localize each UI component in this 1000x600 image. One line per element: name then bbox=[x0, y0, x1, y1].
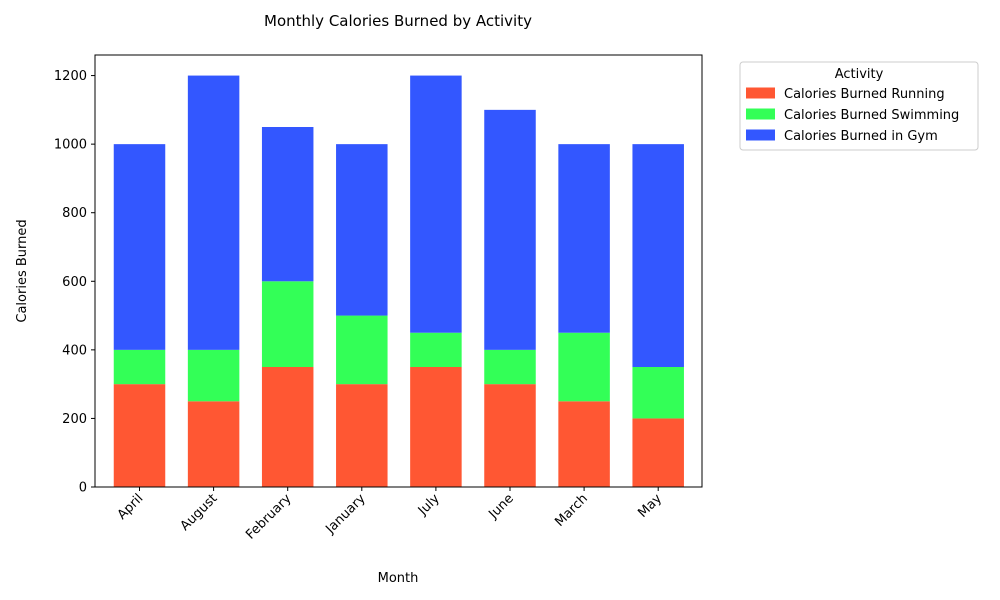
bar-march-series-2 bbox=[558, 332, 610, 402]
bar-may-series-2 bbox=[632, 367, 684, 419]
y-tick-label: 400 bbox=[62, 343, 87, 358]
legend-swatch bbox=[746, 87, 775, 99]
y-tick-label: 1200 bbox=[54, 69, 87, 84]
bar-january-series-2 bbox=[336, 315, 388, 385]
x-tick-label: May bbox=[635, 491, 665, 521]
chart-title: Monthly Calories Burned by Activity bbox=[264, 12, 532, 30]
legend-entry-label: Calories Burned Swimming bbox=[784, 108, 959, 123]
plot-frame bbox=[94, 54, 703, 488]
x-tick-label: March bbox=[552, 491, 591, 530]
plot-bars bbox=[113, 75, 684, 487]
bar-april-series-3 bbox=[113, 144, 166, 350]
bar-april-series-2 bbox=[113, 349, 166, 385]
bar-july-series-2 bbox=[410, 332, 462, 367]
x-tick-label: April bbox=[115, 491, 147, 523]
x-axis: April August February January July June March M… bbox=[115, 487, 665, 543]
bar-march-series-1 bbox=[558, 401, 610, 487]
legend: Activity Calories Burned Running Calories… bbox=[739, 61, 979, 151]
bar-february-series-3 bbox=[261, 127, 314, 282]
bar-february-series-2 bbox=[261, 281, 314, 367]
bar-july-series-3 bbox=[410, 75, 462, 333]
y-tick-label: 800 bbox=[62, 206, 87, 221]
x-tick-label: January bbox=[322, 491, 368, 537]
bar-february-series-1 bbox=[261, 367, 314, 487]
bar-august-series-3 bbox=[187, 75, 240, 350]
legend-box bbox=[739, 61, 979, 151]
x-tick-label: June bbox=[485, 491, 516, 522]
y-tick-label: 0 bbox=[79, 481, 87, 496]
y-tick-label: 200 bbox=[62, 412, 87, 427]
x-tick-label: February bbox=[243, 491, 295, 543]
x-tick-label: July bbox=[415, 491, 443, 519]
bar-june-series-2 bbox=[484, 349, 536, 385]
legend-entry-label: Calories Burned in Gym bbox=[784, 129, 938, 144]
bar-may-series-3 bbox=[632, 144, 684, 367]
x-axis-label: Month bbox=[378, 571, 419, 586]
bar-june-series-3 bbox=[484, 109, 536, 350]
legend-title: Activity bbox=[835, 67, 884, 82]
legend-swatch bbox=[746, 108, 775, 120]
bar-january-series-3 bbox=[336, 144, 388, 316]
y-axis-label: Calories Burned bbox=[15, 219, 30, 322]
bar-april-series-1 bbox=[113, 384, 166, 487]
bar-january-series-1 bbox=[336, 384, 388, 487]
bar-june-series-1 bbox=[484, 384, 536, 487]
y-tick-label: 600 bbox=[62, 275, 87, 290]
bar-may-series-1 bbox=[632, 418, 684, 487]
bar-march-series-3 bbox=[558, 144, 610, 333]
bar-august-series-2 bbox=[187, 349, 240, 402]
y-tick-label: 1000 bbox=[54, 138, 87, 153]
x-tick-label: August bbox=[178, 491, 221, 534]
legend-entry-label: Calories Burned Running bbox=[784, 87, 945, 102]
bar-august-series-1 bbox=[187, 401, 240, 487]
bar-july-series-1 bbox=[410, 367, 462, 487]
y-axis: 0 200 400 600 800 1000 1200 bbox=[54, 69, 95, 496]
legend-swatch bbox=[746, 129, 775, 141]
